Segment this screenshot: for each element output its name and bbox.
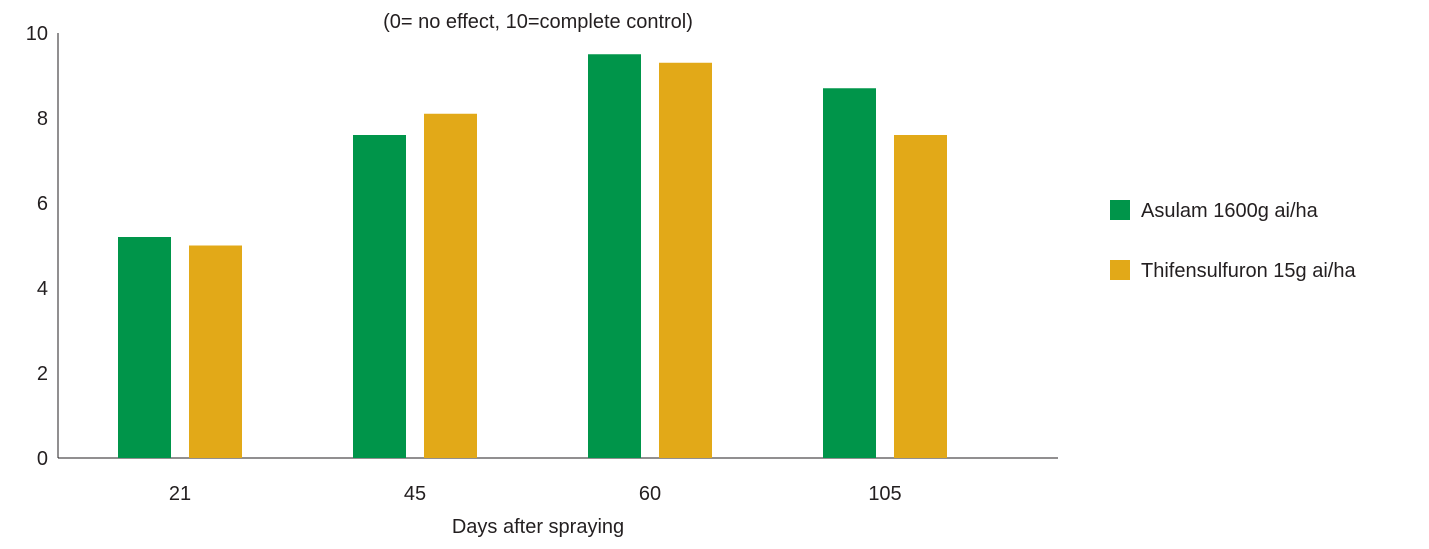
bar-series-1-45 xyxy=(353,135,406,458)
chart-subtitle: (0= no effect, 10=complete control) xyxy=(383,11,693,33)
y-axis: 0 2 4 6 8 10 xyxy=(26,23,59,470)
bar-series-1-60 xyxy=(588,54,641,458)
legend: Asulam 1600g ai/ha Thifensulfuron 15g ai/… xyxy=(1110,200,1356,282)
y-tick-label: 2 xyxy=(37,363,48,385)
x-axis-title: Days after spraying xyxy=(452,516,624,538)
x-tick-label: 105 xyxy=(868,483,901,505)
legend-label: Asulam 1600g ai/ha xyxy=(1141,200,1319,222)
y-tick-label: 10 xyxy=(26,23,48,45)
legend-swatch xyxy=(1110,200,1130,220)
legend-label: Thifensulfuron 15g ai/ha xyxy=(1141,260,1356,282)
x-tick-label: 21 xyxy=(169,483,191,505)
y-tick-label: 4 xyxy=(37,278,48,300)
x-axis: 21 45 60 105 xyxy=(58,457,1058,505)
legend-swatch xyxy=(1110,260,1130,280)
bar-series-2-60 xyxy=(659,62,712,458)
x-tick-label: 45 xyxy=(404,483,426,505)
y-tick-label: 6 xyxy=(37,193,48,215)
x-tick-label: 60 xyxy=(639,483,661,505)
bar-series-1-21 xyxy=(118,237,171,458)
y-tick-label: 0 xyxy=(37,448,48,470)
bar-series-1-105 xyxy=(823,88,876,458)
bar-series-2-105 xyxy=(894,135,947,458)
bars xyxy=(118,54,947,458)
bar-series-2-21 xyxy=(189,245,242,458)
y-tick-label: 8 xyxy=(37,108,48,130)
bar-series-2-45 xyxy=(424,113,477,458)
